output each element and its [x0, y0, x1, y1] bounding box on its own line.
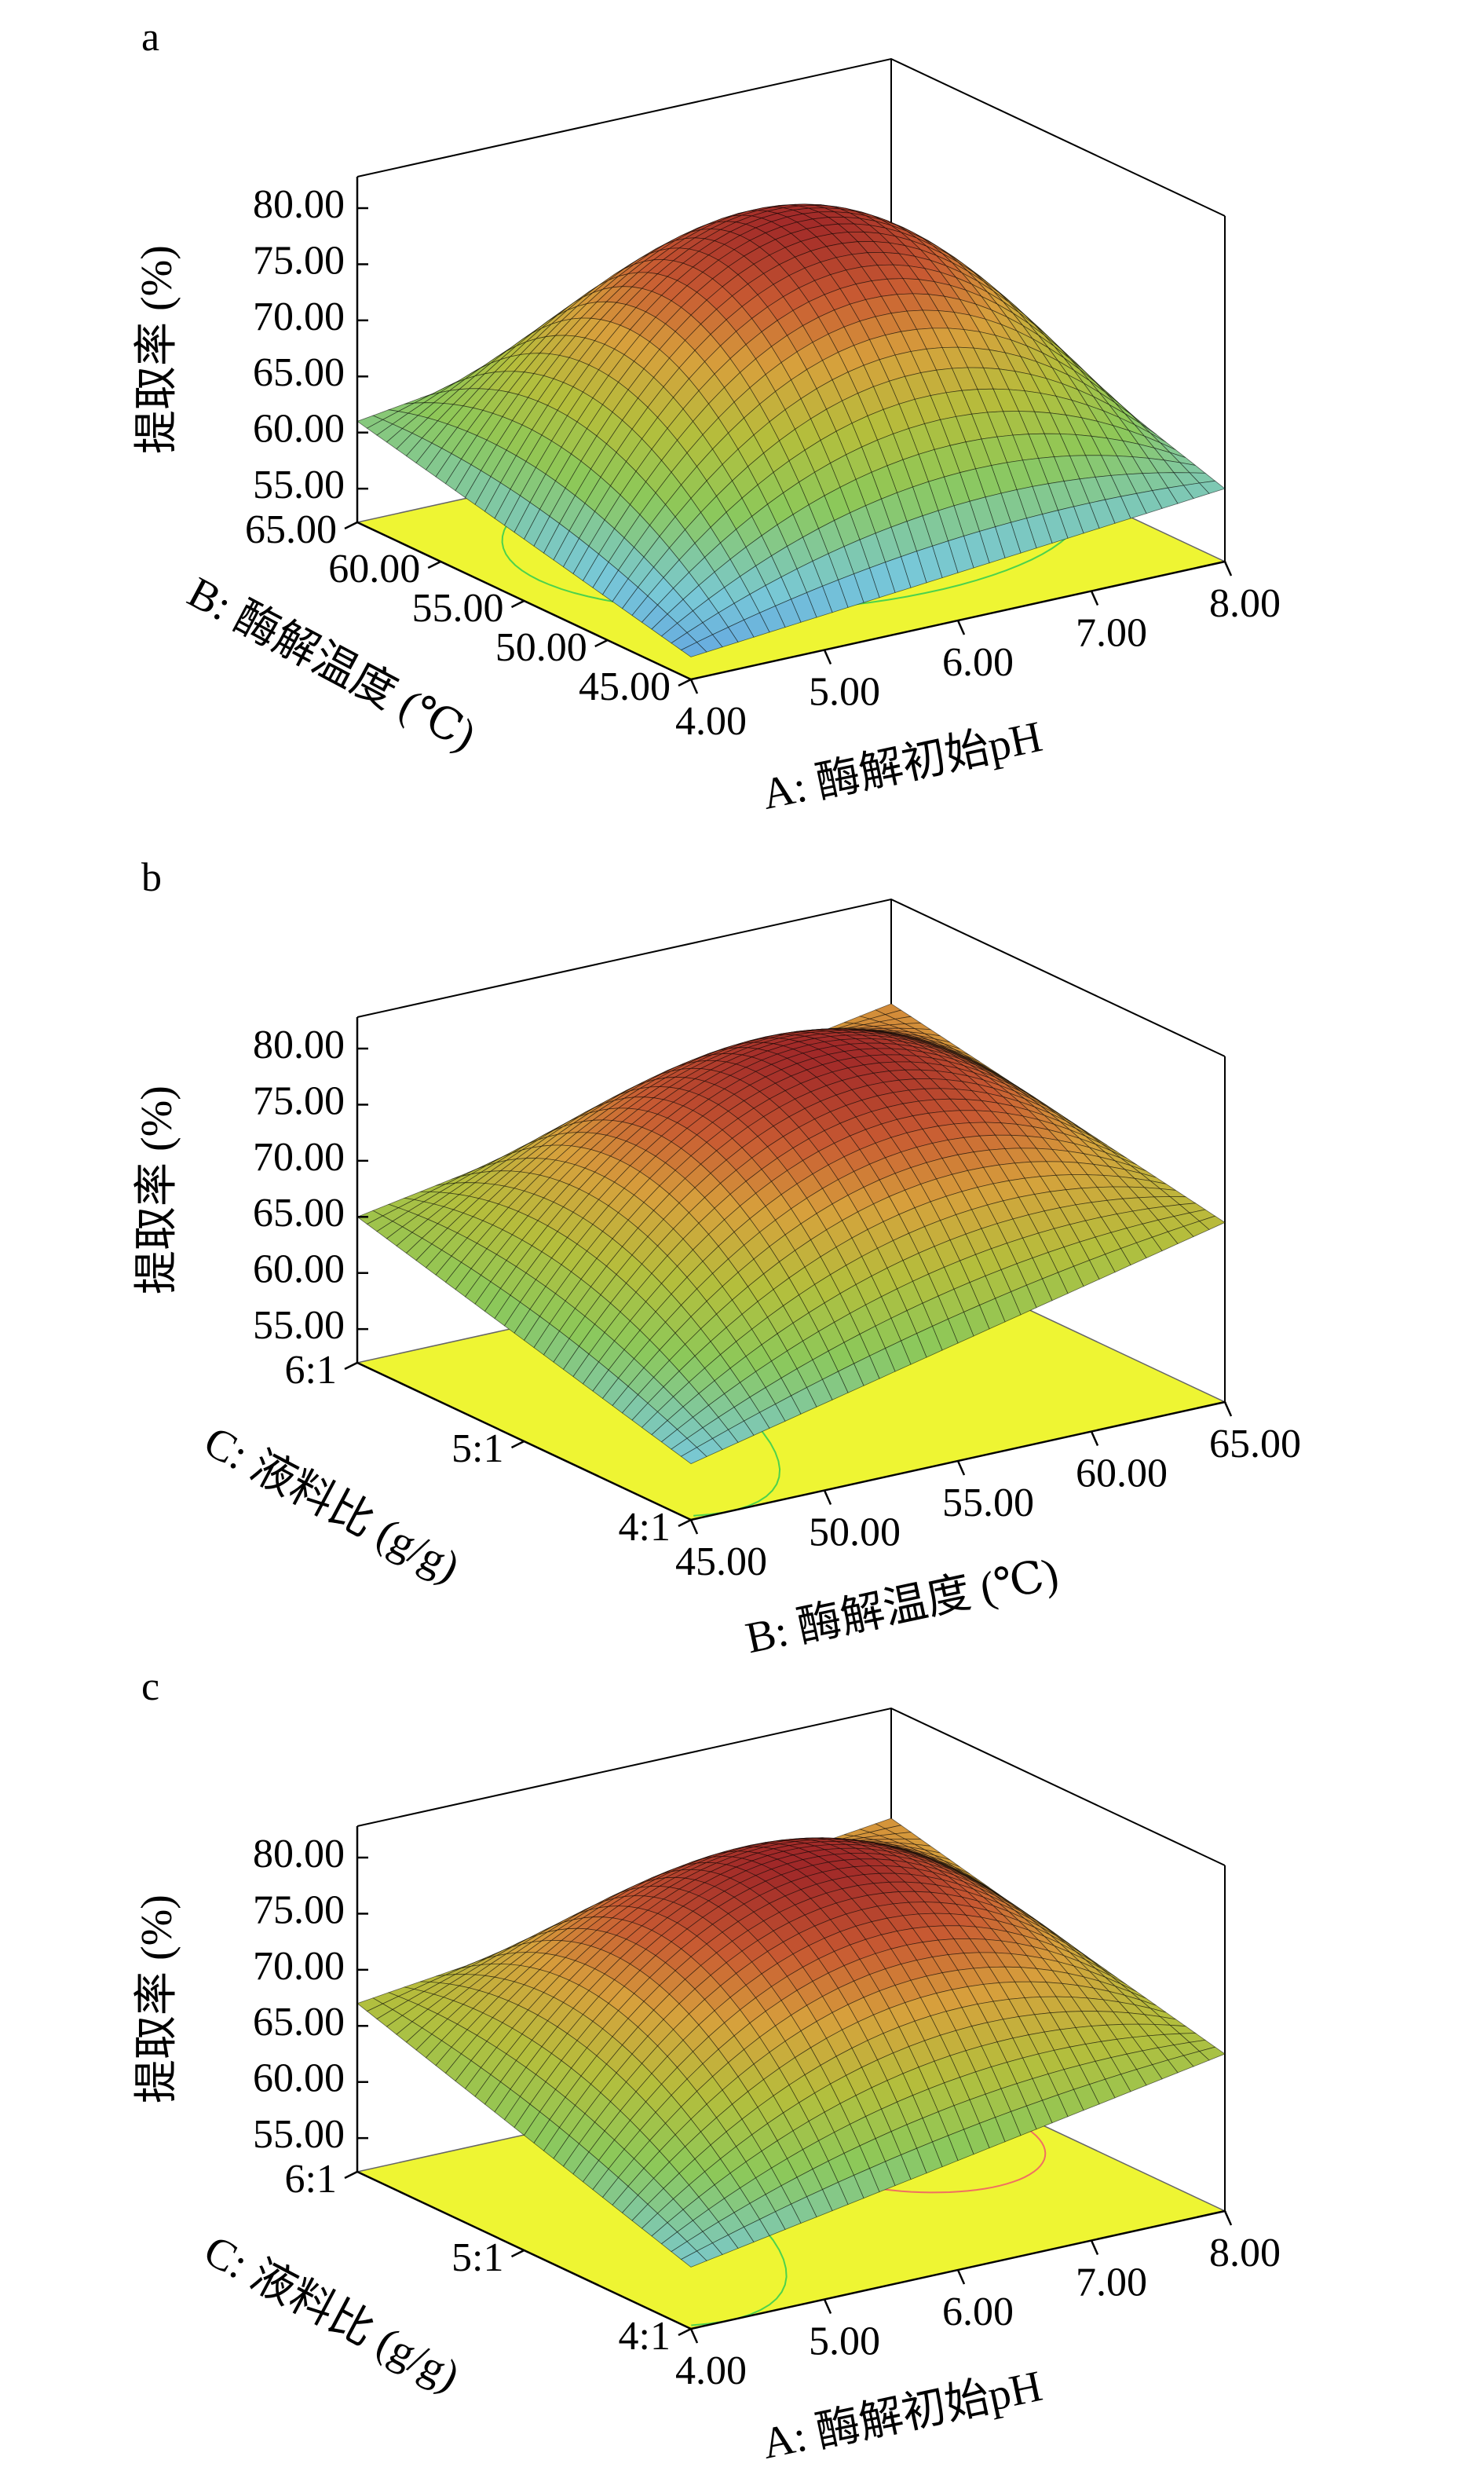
y-tick-label: 45.00: [579, 664, 671, 709]
surface-patch: [680, 2250, 707, 2268]
x-tick: [823, 649, 832, 665]
z-tick-label: 75.00: [253, 1887, 345, 1932]
y-tick-label: 50.00: [495, 625, 587, 670]
y-tick: [344, 2170, 358, 2180]
surface-mesh: [356, 1818, 1226, 2268]
y-tick: [510, 1440, 525, 1449]
z-tick-label: 70.00: [253, 295, 345, 339]
x-axis-label: A: 酶解初始pH: [758, 712, 1046, 819]
surface-patch: [680, 1447, 707, 1465]
y-tick-label: 6:1: [285, 2157, 337, 2202]
z-axis-label: 提取率 (%): [133, 245, 181, 454]
z-tick-label: 55.00: [253, 1303, 345, 1348]
back-frame: [356, 57, 1226, 217]
surface-mesh: [356, 203, 1226, 657]
z-tick-label: 65.00: [253, 1191, 345, 1236]
panel-label: c: [141, 1664, 159, 1709]
surface-mesh: [356, 1003, 1226, 1465]
x-tick-label: 8.00: [1209, 2231, 1281, 2275]
z-tick-label: 70.00: [253, 1944, 345, 1989]
x-tick: [823, 2298, 832, 2315]
z-tick-label: 80.00: [253, 1023, 345, 1067]
z-tick-label: 55.00: [253, 463, 345, 507]
y-tick-label: 4:1: [619, 2314, 671, 2359]
x-tick-label: 55.00: [942, 1481, 1034, 1525]
x-tick-label: 45.00: [675, 1539, 767, 1584]
y-tick: [594, 639, 609, 648]
z-tick-label: 80.00: [253, 182, 345, 227]
z-tick-label: 65.00: [253, 2000, 345, 2045]
y-tick: [678, 2327, 692, 2337]
z-tick-label: 75.00: [253, 238, 345, 283]
x-tick-label: 6.00: [942, 640, 1014, 685]
y-tick: [344, 1361, 358, 1371]
surface-patch: [680, 642, 707, 657]
x-tick-label: 65.00: [1209, 1422, 1301, 1466]
z-tick-label: 60.00: [253, 2056, 345, 2101]
z-tick-label: 55.00: [253, 2112, 345, 2157]
y-tick-label: 6:1: [285, 1348, 337, 1393]
y-tick-label: 5:1: [451, 1426, 503, 1471]
x-tick-label: 4.00: [675, 2348, 747, 2393]
x-tick-label: 7.00: [1076, 610, 1147, 655]
x-tick: [689, 1519, 699, 1535]
panel-label: a: [141, 15, 159, 60]
x-tick-label: 6.00: [942, 2290, 1014, 2334]
x-tick: [1090, 1430, 1099, 1447]
y-tick-label: 55.00: [412, 586, 504, 631]
z-tick-label: 60.00: [253, 407, 345, 452]
x-tick-label: 50.00: [809, 1510, 901, 1554]
y-tick-label: 65.00: [245, 507, 337, 552]
x-tick: [956, 2269, 966, 2285]
z-tick-label: 60.00: [253, 1247, 345, 1292]
y-tick: [678, 678, 692, 687]
x-tick-label: 8.00: [1209, 581, 1281, 626]
x-tick: [823, 1489, 832, 1506]
x-axis-label: B: 酶解温度 (℃): [741, 1550, 1062, 1664]
x-tick: [956, 1460, 966, 1476]
y-tick-label: 5:1: [451, 2235, 503, 2280]
x-tick-label: 7.00: [1076, 2260, 1147, 2304]
x-tick: [956, 620, 966, 635]
z-tick-label: 65.00: [253, 350, 345, 395]
x-tick-label: 60.00: [1076, 1451, 1168, 1495]
x-tick: [1223, 1401, 1233, 1417]
y-tick: [678, 1518, 692, 1528]
x-tick: [1223, 561, 1233, 577]
y-tick-label: 60.00: [328, 547, 420, 591]
z-tick-label: 70.00: [253, 1135, 345, 1180]
x-tick: [689, 679, 699, 694]
x-tick-label: 5.00: [809, 2319, 880, 2363]
z-tick-label: 75.00: [253, 1078, 345, 1123]
z-tick-label: 80.00: [253, 1832, 345, 1876]
back-frame: [356, 1707, 1226, 1866]
x-axis-label: A: 酶解初始pH: [758, 2362, 1046, 2469]
x-tick-label: 4.00: [675, 699, 747, 744]
panel-b: 55.00 60.00 65.00 70.00 75.00 80.00 提取率 (%) b 45…: [0, 840, 1484, 1673]
y-tick: [510, 2249, 525, 2258]
x-tick: [1090, 590, 1099, 606]
z-axis-label: 提取率 (%): [133, 1894, 181, 2103]
y-tick: [510, 599, 525, 609]
y-tick: [427, 560, 441, 569]
panel-label: b: [141, 855, 162, 900]
x-tick-label: 5.00: [809, 669, 880, 714]
panel-a: 55.00 60.00 65.00 70.00 75.00 80.00 提取率 (%) a 4.…: [0, 0, 1484, 833]
x-tick: [1223, 2210, 1233, 2226]
y-tick: [344, 521, 358, 530]
z-axis-label: 提取率 (%): [133, 1085, 181, 1294]
y-axis-label: C: 液料比 (g/g): [196, 2226, 467, 2401]
x-tick: [689, 2328, 699, 2344]
x-tick: [1090, 2239, 1099, 2256]
surface-chart: 55.00 60.00 65.00 70.00 75.00 80.00 提取率 (%) c 4.…: [133, 1664, 1281, 2469]
surface-chart: 55.00 60.00 65.00 70.00 75.00 80.00 提取率 (%) b 45…: [133, 855, 1301, 1664]
back-frame: [356, 898, 1226, 1057]
y-tick-label: 4:1: [619, 1505, 671, 1550]
panel-c: 55.00 60.00 65.00 70.00 75.00 80.00 提取率 (%) c 4.…: [0, 1649, 1484, 2482]
y-axis-label: C: 液料比 (g/g): [196, 1417, 467, 1592]
